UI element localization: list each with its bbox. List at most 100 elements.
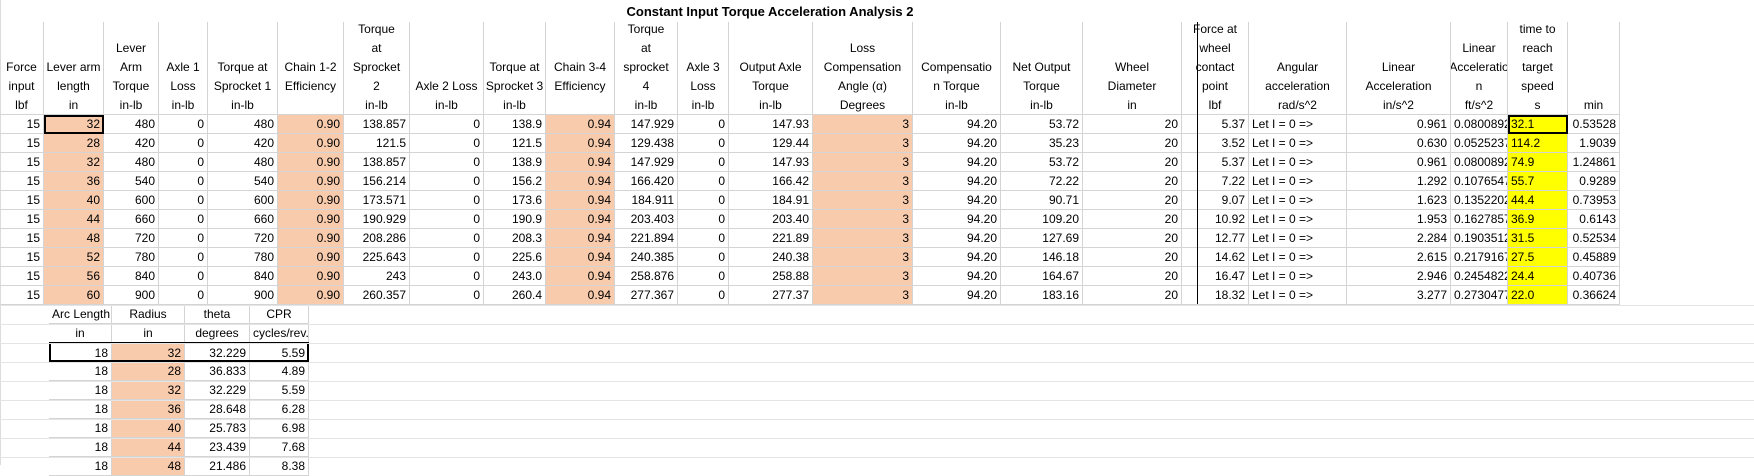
table-cell[interactable]: 190.929 [344, 210, 410, 229]
table-cell[interactable]: 15 [0, 210, 44, 229]
table-cell[interactable]: 15 [0, 229, 44, 248]
table-cell[interactable]: 0.94 [546, 229, 615, 248]
table-cell[interactable]: 0.1076547 [1451, 172, 1508, 191]
table-cell[interactable]: 243 [344, 267, 410, 286]
table-cell[interactable]: 0.6143 [1568, 210, 1620, 229]
table-cell[interactable]: 35.23 [1001, 134, 1083, 153]
table-cell[interactable]: 277.37 [729, 286, 813, 305]
table-cell[interactable]: 44 [44, 210, 104, 229]
table-cell[interactable]: 146.18 [1001, 248, 1083, 267]
table-cell[interactable]: 164.67 [1001, 267, 1083, 286]
table-cell[interactable]: 0.45889 [1568, 248, 1620, 267]
table-cell[interactable]: 15 [0, 172, 44, 191]
table-cell[interactable]: 36 [44, 172, 104, 191]
table-cell[interactable]: 0.90 [278, 248, 344, 267]
sub-table-cell[interactable]: 6.28 [250, 400, 309, 419]
table-cell[interactable]: 0 [159, 115, 208, 134]
table-cell[interactable]: 20 [1083, 267, 1182, 286]
table-cell[interactable]: Let I = 0 => [1249, 229, 1347, 248]
table-cell[interactable]: 240.38 [729, 248, 813, 267]
table-cell[interactable]: 0.90 [278, 134, 344, 153]
table-cell[interactable]: 480 [104, 153, 159, 172]
table-cell[interactable]: 5.37 [1182, 115, 1249, 134]
table-cell[interactable]: 40 [44, 191, 104, 210]
table-cell[interactable]: 15 [0, 286, 44, 305]
sub-table-cell[interactable]: 18 [49, 381, 112, 400]
table-cell[interactable]: 90.71 [1001, 191, 1083, 210]
table-cell[interactable]: 3 [813, 172, 913, 191]
table-cell[interactable]: 0 [159, 172, 208, 191]
table-cell[interactable]: 3 [813, 115, 913, 134]
table-cell[interactable]: 36.9 [1508, 210, 1568, 229]
table-cell[interactable]: 3 [813, 229, 913, 248]
table-cell[interactable]: 203.40 [729, 210, 813, 229]
table-cell[interactable]: 480 [208, 115, 278, 134]
table-cell[interactable]: 0.94 [546, 115, 615, 134]
table-cell[interactable]: 0.1627857 [1451, 210, 1508, 229]
table-cell[interactable]: 225.643 [344, 248, 410, 267]
table-cell[interactable]: 32 [44, 115, 104, 134]
table-cell[interactable]: 258.876 [615, 267, 678, 286]
table-cell[interactable]: 3.52 [1182, 134, 1249, 153]
table-cell[interactable]: 0 [678, 115, 729, 134]
table-cell[interactable]: 243.0 [484, 267, 546, 286]
table-cell[interactable]: 0.94 [546, 172, 615, 191]
sub-table-cell[interactable]: 18 [49, 457, 112, 476]
sub-table-cell[interactable]: 4.89 [250, 362, 309, 381]
table-cell[interactable]: 3 [813, 267, 913, 286]
sub-table-cell[interactable]: 7.68 [250, 438, 309, 457]
table-cell[interactable]: 0 [678, 229, 729, 248]
table-cell[interactable]: Let I = 0 => [1249, 248, 1347, 267]
table-cell[interactable]: 20 [1083, 134, 1182, 153]
table-cell[interactable]: 900 [104, 286, 159, 305]
sub-table-cell[interactable]: 18 [49, 438, 112, 457]
table-cell[interactable]: 94.20 [913, 191, 1001, 210]
table-cell[interactable]: Let I = 0 => [1249, 172, 1347, 191]
table-cell[interactable]: 600 [208, 191, 278, 210]
table-cell[interactable]: 420 [208, 134, 278, 153]
table-cell[interactable]: 0.0800892 [1451, 153, 1508, 172]
table-cell[interactable]: 221.89 [729, 229, 813, 248]
table-cell[interactable]: 0 [678, 267, 729, 286]
table-cell[interactable]: 208.3 [484, 229, 546, 248]
table-cell[interactable]: 0 [678, 134, 729, 153]
table-cell[interactable]: 121.5 [344, 134, 410, 153]
table-cell[interactable]: 127.69 [1001, 229, 1083, 248]
table-cell[interactable]: Let I = 0 => [1249, 115, 1347, 134]
table-cell[interactable]: 0.630 [1347, 134, 1451, 153]
sub-table-cell[interactable]: 18 [49, 362, 112, 381]
table-cell[interactable]: 3 [813, 153, 913, 172]
table-cell[interactable]: 1.953 [1347, 210, 1451, 229]
table-cell[interactable]: 0.94 [546, 286, 615, 305]
table-cell[interactable]: 0.2730477 [1451, 286, 1508, 305]
table-cell[interactable]: 2.284 [1347, 229, 1451, 248]
table-cell[interactable]: 0 [159, 191, 208, 210]
sub-table-cell[interactable]: 25.783 [185, 419, 250, 438]
table-cell[interactable]: 138.9 [484, 153, 546, 172]
table-cell[interactable]: 0 [159, 134, 208, 153]
table-cell[interactable]: 173.571 [344, 191, 410, 210]
table-cell[interactable]: 0 [678, 248, 729, 267]
table-cell[interactable]: 32.1 [1508, 115, 1568, 134]
sub-table-cell[interactable]: 5.59 [250, 343, 309, 362]
table-cell[interactable]: 0.40736 [1568, 267, 1620, 286]
table-cell[interactable]: 840 [208, 267, 278, 286]
table-cell[interactable]: 166.420 [615, 172, 678, 191]
table-cell[interactable]: 20 [1083, 248, 1182, 267]
table-cell[interactable]: 173.6 [484, 191, 546, 210]
table-cell[interactable]: 129.438 [615, 134, 678, 153]
table-cell[interactable]: 147.929 [615, 153, 678, 172]
table-cell[interactable]: 72.22 [1001, 172, 1083, 191]
table-cell[interactable]: 60 [44, 286, 104, 305]
table-cell[interactable]: 52 [44, 248, 104, 267]
table-cell[interactable]: 0 [159, 153, 208, 172]
table-cell[interactable]: 0 [410, 210, 484, 229]
table-cell[interactable]: 129.44 [729, 134, 813, 153]
table-cell[interactable]: 15 [0, 248, 44, 267]
table-cell[interactable]: 0.52534 [1568, 229, 1620, 248]
table-cell[interactable]: 31.5 [1508, 229, 1568, 248]
sub-table-cell[interactable]: 21.486 [185, 457, 250, 476]
table-cell[interactable]: 203.403 [615, 210, 678, 229]
table-cell[interactable]: 28 [44, 134, 104, 153]
table-cell[interactable]: 55.7 [1508, 172, 1568, 191]
